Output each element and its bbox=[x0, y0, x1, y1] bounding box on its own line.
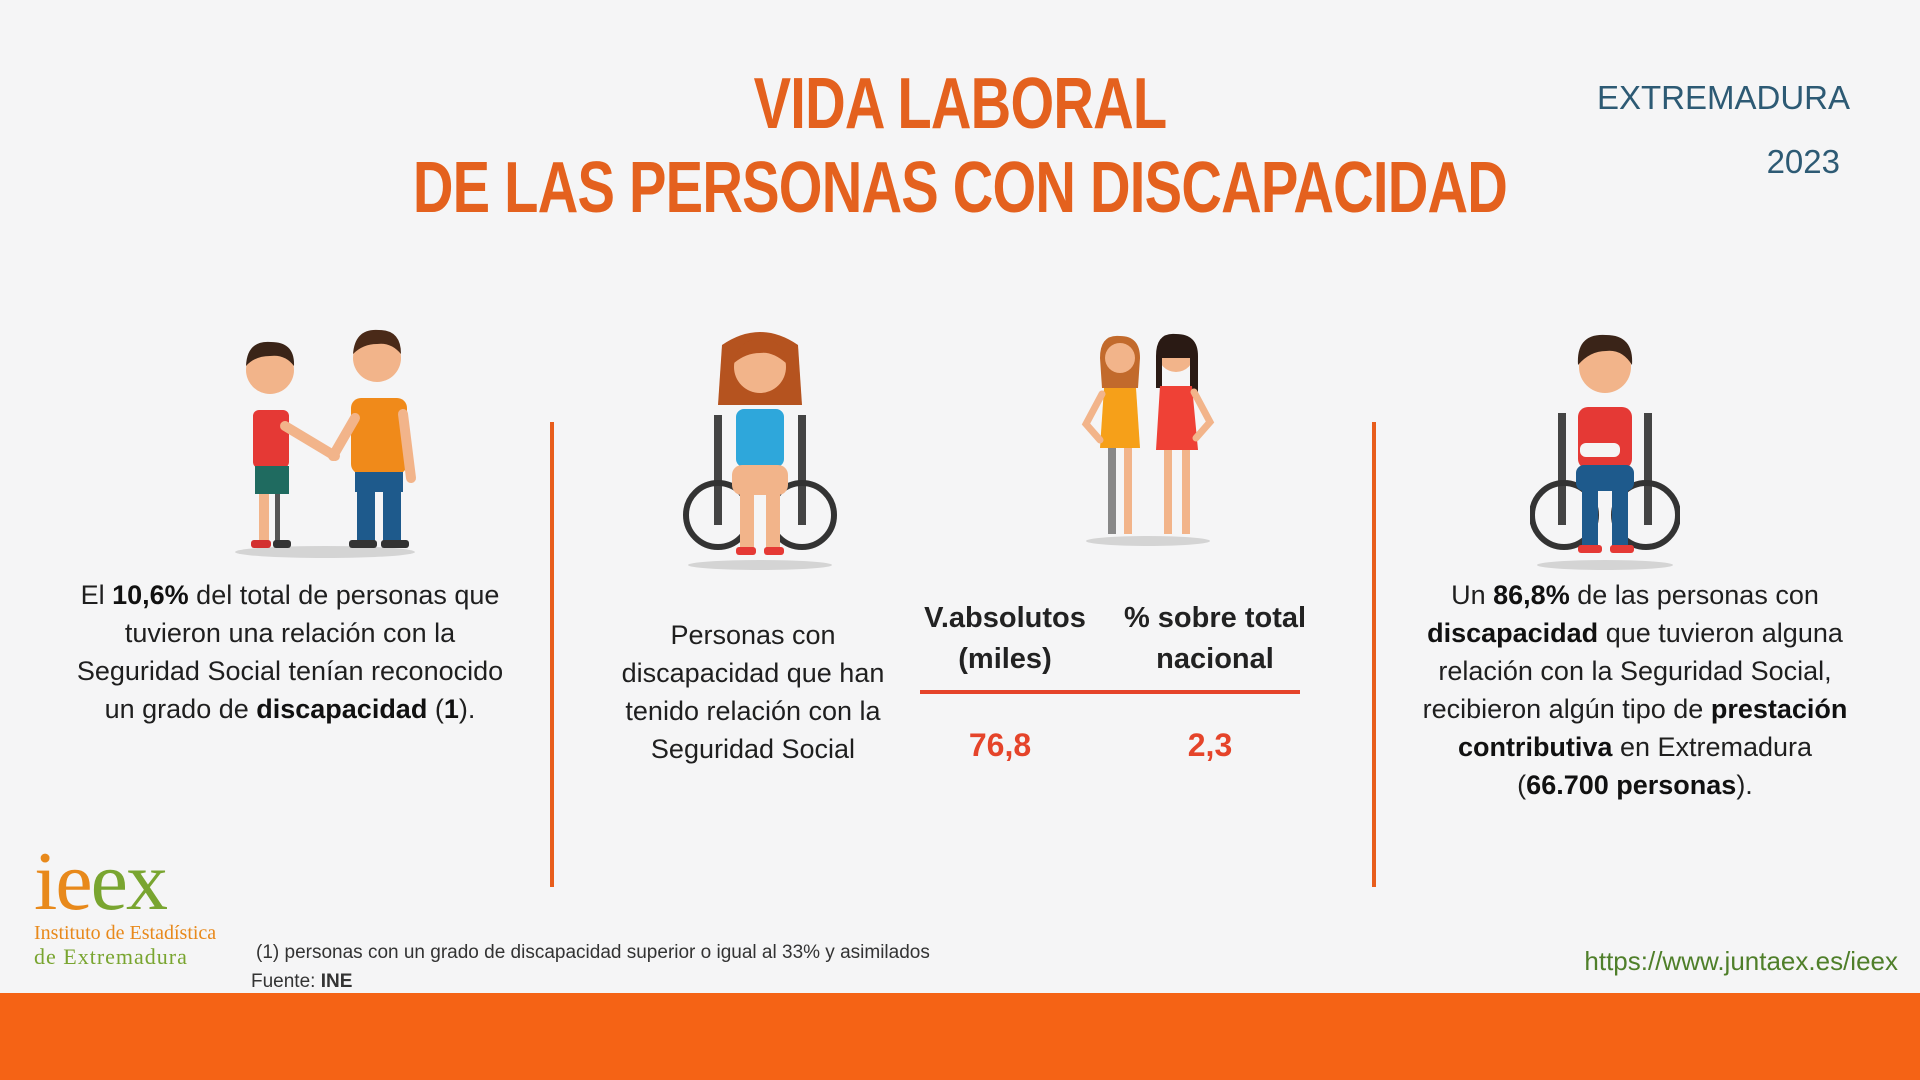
right-panel-text: Un 86,8% de las personas con discapacida… bbox=[1422, 580, 1848, 800]
value-absolute: 76,8 bbox=[968, 727, 1032, 763]
table-rule bbox=[920, 690, 1300, 694]
right-disability-term: discapacidad bbox=[1427, 618, 1599, 648]
divider-left bbox=[550, 422, 554, 887]
woman-wheelchair-illustration-icon bbox=[683, 332, 837, 570]
logo-subtitle-1: Instituto de Estadística bbox=[34, 922, 217, 944]
footnote-text: (1) personas con un grado de discapacida… bbox=[256, 942, 930, 963]
website-link[interactable]: https://www.juntaex.es/ieex bbox=[1584, 946, 1898, 976]
value-percent: 2,3 bbox=[1187, 727, 1233, 763]
year-label: 2023 bbox=[1766, 143, 1840, 180]
title-line-1: VIDA LABORAL bbox=[753, 64, 1168, 144]
right-percentage: 86,8% bbox=[1493, 580, 1570, 610]
left-percentage: 10,6% bbox=[112, 580, 189, 610]
left-panel-text: El 10,6% del total de personas que tuvie… bbox=[76, 580, 504, 724]
center-description: Personas con discapacidad que han tenido… bbox=[621, 620, 885, 764]
source-value: INE bbox=[320, 971, 353, 992]
ieex-logo: ieex bbox=[34, 835, 168, 928]
column-header-absolute: V.absolutos (miles) bbox=[924, 602, 1086, 675]
footnote-ref: 1 bbox=[443, 694, 459, 724]
column-header-percent: % sobre total nacional bbox=[1123, 602, 1307, 675]
left-disability-term: discapacidad bbox=[256, 694, 428, 724]
persons-count: 66.700 personas bbox=[1526, 770, 1737, 800]
divider-right bbox=[1372, 422, 1376, 887]
region-label: EXTREMADURA bbox=[1596, 79, 1850, 116]
two-women-illustration-icon bbox=[1081, 333, 1215, 546]
title-line-2: DE LAS PERSONAS CON DISCAPACIDAD bbox=[412, 148, 1508, 228]
handshake-illustration-icon bbox=[235, 329, 416, 558]
source-line: Fuente: INE bbox=[251, 971, 353, 992]
man-wheelchair-illustration-icon bbox=[1530, 334, 1680, 570]
contributory-benefit-term: prestación contributiva bbox=[1457, 694, 1848, 762]
page-title: VIDA LABORAL DE LAS PERSONAS CON DISCAPA… bbox=[211, 62, 1709, 230]
logo-subtitle-2: de Extremadura bbox=[34, 944, 188, 969]
region-block: EXTREMADURA 2023 bbox=[1597, 66, 1850, 194]
footer-bar bbox=[0, 993, 1920, 1080]
